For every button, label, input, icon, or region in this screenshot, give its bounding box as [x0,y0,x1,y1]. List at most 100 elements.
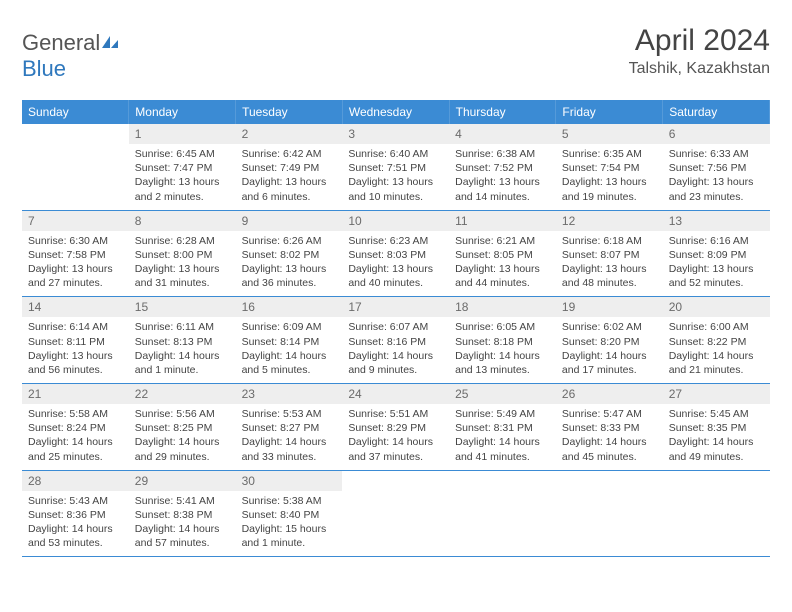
daylight-line: Daylight: 14 hours and 57 minutes. [135,522,230,550]
sunrise-line: Sunrise: 6:00 AM [669,320,764,334]
day-body: Sunrise: 6:28 AMSunset: 8:00 PMDaylight:… [129,231,236,297]
day-number: 9 [236,211,343,231]
sunset-line: Sunset: 8:40 PM [242,508,337,522]
sunrise-line: Sunrise: 5:53 AM [242,407,337,421]
dow-header: Sunday [22,100,129,124]
sunrise-line: Sunrise: 6:45 AM [135,147,230,161]
calendar-body: 1Sunrise: 6:45 AMSunset: 7:47 PMDaylight… [22,124,770,557]
day-cell: 25Sunrise: 5:49 AMSunset: 8:31 PMDayligh… [449,384,556,471]
day-body: Sunrise: 6:26 AMSunset: 8:02 PMDaylight:… [236,231,343,297]
daylight-line: Daylight: 13 hours and 6 minutes. [242,175,337,203]
daylight-line: Daylight: 13 hours and 52 minutes. [669,262,764,290]
day-number: 6 [663,124,770,144]
day-cell: 5Sunrise: 6:35 AMSunset: 7:54 PMDaylight… [556,124,663,210]
day-cell: 27Sunrise: 5:45 AMSunset: 8:35 PMDayligh… [663,384,770,471]
day-body: Sunrise: 6:11 AMSunset: 8:13 PMDaylight:… [129,317,236,383]
sunrise-line: Sunrise: 6:18 AM [562,234,657,248]
day-number: 10 [342,211,449,231]
dow-header: Thursday [449,100,556,124]
sail-icon [100,30,120,46]
day-body: Sunrise: 6:38 AMSunset: 7:52 PMDaylight:… [449,144,556,210]
day-body: Sunrise: 5:49 AMSunset: 8:31 PMDaylight:… [449,404,556,470]
daylight-line: Daylight: 13 hours and 36 minutes. [242,262,337,290]
week-row: 1Sunrise: 6:45 AMSunset: 7:47 PMDaylight… [22,124,770,210]
daylight-line: Daylight: 13 hours and 27 minutes. [28,262,123,290]
sunset-line: Sunset: 8:09 PM [669,248,764,262]
sunset-line: Sunset: 8:31 PM [455,421,550,435]
day-cell: 15Sunrise: 6:11 AMSunset: 8:13 PMDayligh… [129,297,236,384]
sunrise-line: Sunrise: 5:49 AM [455,407,550,421]
dow-header: Tuesday [236,100,343,124]
page-header: GeneralBlue April 2024 Talshik, Kazakhst… [22,24,770,82]
day-number: 19 [556,297,663,317]
day-number: 22 [129,384,236,404]
day-body: Sunrise: 6:16 AMSunset: 8:09 PMDaylight:… [663,231,770,297]
day-number: 17 [342,297,449,317]
sunset-line: Sunset: 8:29 PM [348,421,443,435]
daylight-line: Daylight: 15 hours and 1 minute. [242,522,337,550]
sunrise-line: Sunrise: 6:16 AM [669,234,764,248]
sunrise-line: Sunrise: 6:02 AM [562,320,657,334]
day-cell: 26Sunrise: 5:47 AMSunset: 8:33 PMDayligh… [556,384,663,471]
day-cell: 20Sunrise: 6:00 AMSunset: 8:22 PMDayligh… [663,297,770,384]
daylight-line: Daylight: 14 hours and 53 minutes. [28,522,123,550]
daylight-line: Daylight: 14 hours and 37 minutes. [348,435,443,463]
day-cell: 13Sunrise: 6:16 AMSunset: 8:09 PMDayligh… [663,210,770,297]
day-cell: 14Sunrise: 6:14 AMSunset: 8:11 PMDayligh… [22,297,129,384]
dow-header: Friday [556,100,663,124]
sunset-line: Sunset: 8:22 PM [669,335,764,349]
day-body: Sunrise: 6:21 AMSunset: 8:05 PMDaylight:… [449,231,556,297]
day-number: 21 [22,384,129,404]
week-row: 21Sunrise: 5:58 AMSunset: 8:24 PMDayligh… [22,384,770,471]
logo-part2: Blue [22,56,66,81]
sunrise-line: Sunrise: 6:38 AM [455,147,550,161]
month-title: April 2024 [629,24,770,58]
day-cell: 3Sunrise: 6:40 AMSunset: 7:51 PMDaylight… [342,124,449,210]
title-block: April 2024 Talshik, Kazakhstan [629,24,770,78]
day-number: 23 [236,384,343,404]
day-cell: 30Sunrise: 5:38 AMSunset: 8:40 PMDayligh… [236,470,343,557]
day-cell: 1Sunrise: 6:45 AMSunset: 7:47 PMDaylight… [129,124,236,210]
day-body: Sunrise: 6:00 AMSunset: 8:22 PMDaylight:… [663,317,770,383]
day-number: 26 [556,384,663,404]
day-cell: 4Sunrise: 6:38 AMSunset: 7:52 PMDaylight… [449,124,556,210]
sunset-line: Sunset: 8:36 PM [28,508,123,522]
day-number: 18 [449,297,556,317]
day-body: Sunrise: 5:47 AMSunset: 8:33 PMDaylight:… [556,404,663,470]
day-number: 4 [449,124,556,144]
sunrise-line: Sunrise: 6:09 AM [242,320,337,334]
daylight-line: Daylight: 14 hours and 17 minutes. [562,349,657,377]
day-cell [342,470,449,557]
sunrise-line: Sunrise: 6:35 AM [562,147,657,161]
daylight-line: Daylight: 13 hours and 44 minutes. [455,262,550,290]
sunrise-line: Sunrise: 6:26 AM [242,234,337,248]
day-body: Sunrise: 6:02 AMSunset: 8:20 PMDaylight:… [556,317,663,383]
sunset-line: Sunset: 8:25 PM [135,421,230,435]
day-body: Sunrise: 6:33 AMSunset: 7:56 PMDaylight:… [663,144,770,210]
day-number: 7 [22,211,129,231]
daylight-line: Daylight: 14 hours and 33 minutes. [242,435,337,463]
week-row: 14Sunrise: 6:14 AMSunset: 8:11 PMDayligh… [22,297,770,384]
day-number: 30 [236,471,343,491]
day-cell: 21Sunrise: 5:58 AMSunset: 8:24 PMDayligh… [22,384,129,471]
day-number: 3 [342,124,449,144]
day-body: Sunrise: 5:53 AMSunset: 8:27 PMDaylight:… [236,404,343,470]
sunset-line: Sunset: 7:51 PM [348,161,443,175]
sunrise-line: Sunrise: 6:28 AM [135,234,230,248]
sunrise-line: Sunrise: 6:21 AM [455,234,550,248]
day-number: 11 [449,211,556,231]
day-body: Sunrise: 5:58 AMSunset: 8:24 PMDaylight:… [22,404,129,470]
day-number: 14 [22,297,129,317]
day-cell: 10Sunrise: 6:23 AMSunset: 8:03 PMDayligh… [342,210,449,297]
daylight-line: Daylight: 14 hours and 13 minutes. [455,349,550,377]
sunrise-line: Sunrise: 5:56 AM [135,407,230,421]
day-number: 8 [129,211,236,231]
day-number: 2 [236,124,343,144]
sunset-line: Sunset: 7:52 PM [455,161,550,175]
day-number: 25 [449,384,556,404]
sunrise-line: Sunrise: 6:30 AM [28,234,123,248]
logo-part1: General [22,30,100,55]
week-row: 7Sunrise: 6:30 AMSunset: 7:58 PMDaylight… [22,210,770,297]
sunset-line: Sunset: 8:24 PM [28,421,123,435]
day-cell: 8Sunrise: 6:28 AMSunset: 8:00 PMDaylight… [129,210,236,297]
